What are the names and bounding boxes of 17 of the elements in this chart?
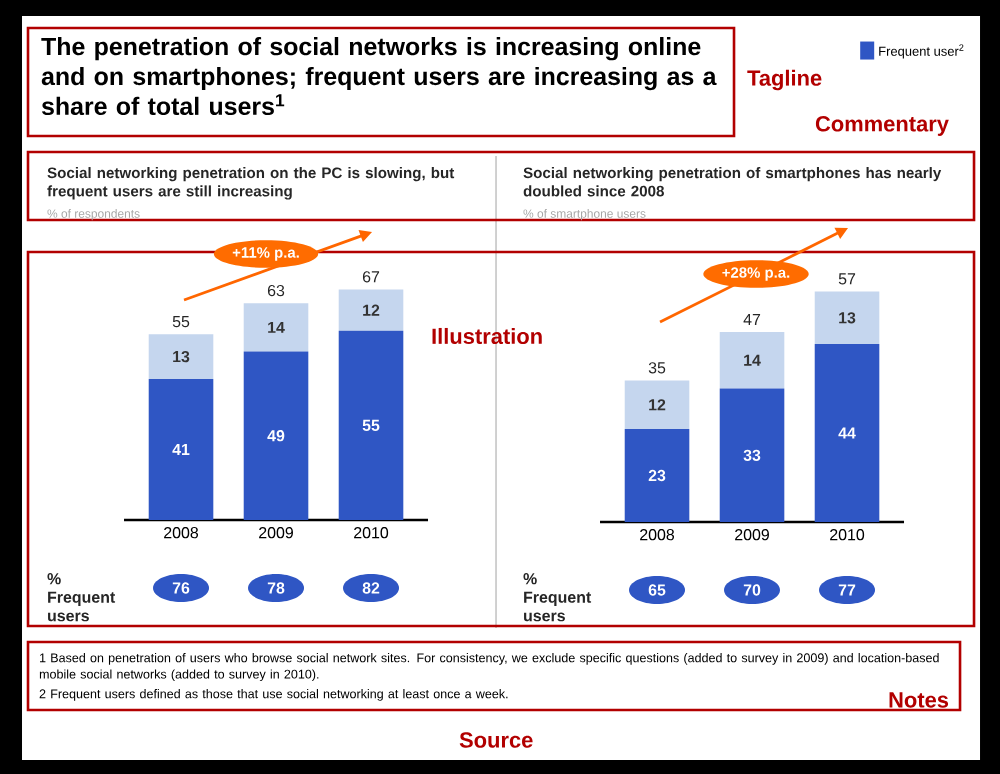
bar (814, 291, 880, 345)
bar (719, 388, 785, 522)
bar (148, 334, 214, 379)
bar (624, 429, 690, 522)
bar (243, 351, 309, 520)
bar (624, 380, 690, 429)
text: Illustration (432, 327, 542, 345)
text: The penetration of social networks is increasing online and on smartphones; frequent users are increasing as a share of total users$^{1}$ (41, 37, 717, 116)
text: Notes (889, 692, 949, 708)
bar (719, 331, 785, 389)
text: Tagline (747, 69, 822, 91)
text: Commentary (815, 116, 949, 136)
bar (338, 330, 404, 520)
bar (814, 344, 880, 522)
text: Source (459, 732, 533, 748)
bar (338, 289, 404, 331)
bar (148, 378, 214, 520)
